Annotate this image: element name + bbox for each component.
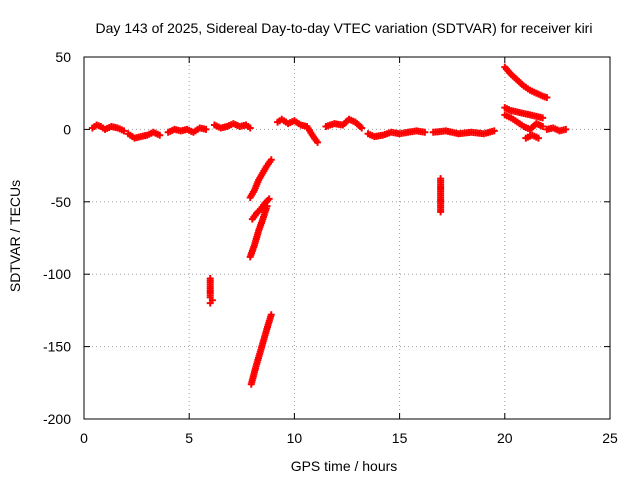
y-tick-label: -150 bbox=[43, 339, 71, 355]
data-point bbox=[421, 128, 429, 136]
x-tick-label: 20 bbox=[497, 430, 513, 446]
data-point bbox=[267, 311, 275, 319]
data-point bbox=[202, 125, 210, 133]
data-point bbox=[314, 138, 322, 146]
chart-title: Day 143 of 2025, Sidereal Day-to-day VTE… bbox=[96, 20, 593, 36]
y-tick-labels: -200 -150 -100 -50 0 50 bbox=[43, 49, 71, 427]
data-point bbox=[206, 299, 214, 307]
data-point bbox=[156, 131, 164, 139]
data-points bbox=[88, 63, 570, 388]
y-tick-label: -50 bbox=[51, 194, 71, 210]
x-tick-label: 15 bbox=[392, 430, 408, 446]
data-point bbox=[539, 114, 547, 122]
x-axis-label: GPS time / hours bbox=[291, 458, 398, 474]
data-point bbox=[120, 127, 128, 135]
data-point bbox=[534, 134, 542, 142]
data-point bbox=[358, 124, 366, 132]
y-tick-label: -200 bbox=[43, 411, 71, 427]
x-tick-label: 10 bbox=[287, 430, 303, 446]
x-tick-labels: 0 5 10 15 20 25 bbox=[80, 430, 618, 446]
plot-frame bbox=[83, 56, 611, 420]
y-tick-label: 0 bbox=[63, 121, 71, 137]
data-point bbox=[562, 125, 570, 133]
data-point bbox=[246, 124, 254, 132]
axis-ticks bbox=[83, 56, 611, 420]
data-point bbox=[437, 208, 445, 216]
data-point bbox=[543, 94, 551, 102]
data-point bbox=[267, 156, 275, 164]
y-tick-label: 50 bbox=[55, 49, 71, 65]
data-point bbox=[265, 195, 273, 203]
y-axis-label: SDTVAR / TECUs bbox=[7, 180, 23, 292]
x-tick-label: 5 bbox=[185, 430, 193, 446]
data-point bbox=[539, 123, 547, 131]
data-point bbox=[490, 127, 498, 135]
y-tick-label: -100 bbox=[43, 266, 71, 282]
x-tick-label: 0 bbox=[80, 430, 88, 446]
x-tick-label: 25 bbox=[602, 430, 618, 446]
